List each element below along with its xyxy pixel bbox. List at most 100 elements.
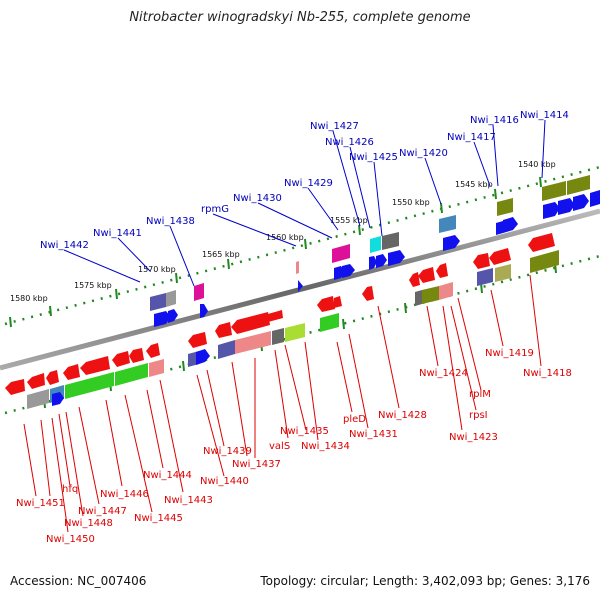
gene-label-nwi-1425[interactable]: Nwi_1425 [349, 152, 398, 163]
gene-arrow[interactable] [146, 343, 160, 358]
gene-block[interactable] [27, 389, 49, 409]
gene-arrow[interactable] [298, 280, 303, 292]
gene-label-nwi-1426[interactable]: Nwi_1426 [325, 137, 374, 148]
gene-block[interactable] [382, 232, 399, 250]
gene-label-rpsi[interactable]: rpsI [469, 410, 488, 421]
gene-arrow[interactable] [369, 256, 377, 270]
gene-label-nwi-1451[interactable]: Nwi_1451 [16, 498, 65, 509]
gene-label-nwi-1417[interactable]: Nwi_1417 [447, 132, 496, 143]
gene-arrow[interactable] [573, 194, 589, 211]
gene-arrow[interactable] [168, 309, 178, 323]
gene-arrow[interactable] [362, 286, 374, 301]
gene-label-nwi-1428[interactable]: Nwi_1428 [378, 410, 427, 421]
gene-arrow[interactable] [376, 254, 387, 268]
gene-label-nwi-1450[interactable]: Nwi_1450 [46, 534, 95, 545]
gene-block[interactable] [415, 290, 422, 306]
gene-block[interactable] [542, 181, 566, 201]
gene-block[interactable] [150, 293, 166, 311]
gene-label-nwi-1445[interactable]: Nwi_1445 [134, 513, 183, 524]
gene-block[interactable] [320, 313, 339, 332]
gene-arrow[interactable] [268, 310, 283, 322]
gene-block[interactable] [272, 328, 284, 345]
gene-arrow[interactable] [418, 267, 435, 283]
gene-arrow[interactable] [342, 264, 355, 278]
gene-arrow[interactable] [409, 272, 420, 287]
gene-block[interactable] [370, 236, 381, 253]
gene-block[interactable] [65, 372, 114, 399]
gene-arrow[interactable] [558, 198, 575, 215]
gene-arrow[interactable] [443, 235, 460, 251]
gene-label-nwi-1430[interactable]: Nwi_1430 [233, 193, 282, 204]
gene-label-nwi-1423[interactable]: Nwi_1423 [449, 432, 498, 443]
gene-label-nwi-1442[interactable]: Nwi_1442 [40, 240, 89, 251]
gene-block[interactable] [530, 250, 559, 273]
gene-arrow[interactable] [473, 253, 490, 269]
gene-label-nwi-1448[interactable]: Nwi_1448 [64, 518, 113, 529]
gene-block[interactable] [194, 283, 204, 301]
gene-arrow[interactable] [200, 304, 208, 318]
gene-arrow[interactable] [489, 248, 511, 265]
gene-arrow[interactable] [528, 233, 555, 252]
gene-arrow[interactable] [215, 322, 232, 338]
gene-block[interactable] [497, 198, 513, 216]
gene-arrow[interactable] [112, 351, 130, 367]
gene-label-vals[interactable]: valS [269, 441, 290, 452]
gene-block[interactable] [495, 264, 511, 282]
gene-label-nwi-1420[interactable]: Nwi_1420 [399, 148, 448, 159]
gene-label-nwi-1439[interactable]: Nwi_1439 [203, 446, 252, 457]
gene-block[interactable] [218, 340, 235, 359]
gene-block[interactable] [332, 244, 350, 263]
gene-arrow[interactable] [52, 392, 64, 406]
gene-block[interactable] [567, 175, 590, 195]
gene-label-pled[interactable]: pleD [343, 414, 366, 425]
gene-label-nwi-1418[interactable]: Nwi_1418 [523, 368, 572, 379]
gene-arrow[interactable] [63, 364, 80, 380]
gene-label-nwi-1424[interactable]: Nwi_1424 [419, 368, 468, 379]
gene-arrow[interactable] [46, 370, 59, 385]
gene-label-nwi-1447[interactable]: Nwi_1447 [78, 506, 127, 517]
gene-arrow[interactable] [80, 356, 110, 375]
gene-block[interactable] [439, 282, 453, 300]
gene-label-nwi-1441[interactable]: Nwi_1441 [93, 228, 142, 239]
gene-label-nwi-1437[interactable]: Nwi_1437 [232, 459, 281, 470]
gene-block[interactable] [285, 323, 305, 342]
gene-block[interactable] [477, 268, 493, 286]
gene-arrow[interactable] [196, 349, 210, 365]
gene-label-nwi-1431[interactable]: Nwi_1431 [349, 429, 398, 440]
gene-arrow[interactable] [503, 217, 518, 233]
gene-arrow[interactable] [5, 379, 25, 395]
gene-label-nwi-1434[interactable]: Nwi_1434 [301, 441, 350, 452]
gene-label-nwi-1416[interactable]: Nwi_1416 [470, 115, 519, 126]
gene-arrow[interactable] [334, 296, 342, 308]
gene-label-nwi-1435[interactable]: Nwi_1435 [280, 426, 329, 437]
gene-arrow[interactable] [590, 190, 600, 207]
gene-label-nwi-1419[interactable]: Nwi_1419 [485, 348, 534, 359]
gene-arrow[interactable] [231, 312, 270, 334]
gene-label-nwi-1443[interactable]: Nwi_1443 [164, 495, 213, 506]
gene-arrow[interactable] [27, 373, 45, 389]
gene-label-hfq[interactable]: hfq [62, 484, 78, 495]
gene-arrow[interactable] [188, 332, 207, 348]
gene-label-nwi-1414[interactable]: Nwi_1414 [520, 110, 569, 121]
gene-label-rplm[interactable]: rplM [469, 389, 491, 400]
gene-block[interactable] [235, 331, 271, 354]
gene-label-nwi-1429[interactable]: Nwi_1429 [284, 178, 333, 189]
gene-arrow[interactable] [129, 348, 144, 363]
gene-label-rpmg[interactable]: rpmG [201, 204, 229, 215]
gene-label-nwi-1446[interactable]: Nwi_1446 [100, 489, 149, 500]
gene-block[interactable] [149, 359, 164, 377]
gene-block[interactable] [439, 215, 456, 233]
gene-label-nwi-1444[interactable]: Nwi_1444 [143, 470, 192, 481]
gene-arrow[interactable] [154, 311, 171, 327]
gene-arrow[interactable] [543, 202, 560, 219]
gene-block[interactable] [422, 286, 439, 304]
gene-label-nwi-1440[interactable]: Nwi_1440 [200, 476, 249, 487]
gene-label-nwi-1427[interactable]: Nwi_1427 [310, 121, 359, 132]
gene-block[interactable] [296, 261, 299, 274]
gene-block[interactable] [115, 363, 148, 386]
gene-arrow[interactable] [388, 250, 405, 266]
gene-label-nwi-1438[interactable]: Nwi_1438 [146, 216, 195, 227]
gene-arrow[interactable] [317, 296, 335, 312]
gene-arrow[interactable] [436, 263, 448, 278]
gene-block[interactable] [166, 290, 176, 307]
